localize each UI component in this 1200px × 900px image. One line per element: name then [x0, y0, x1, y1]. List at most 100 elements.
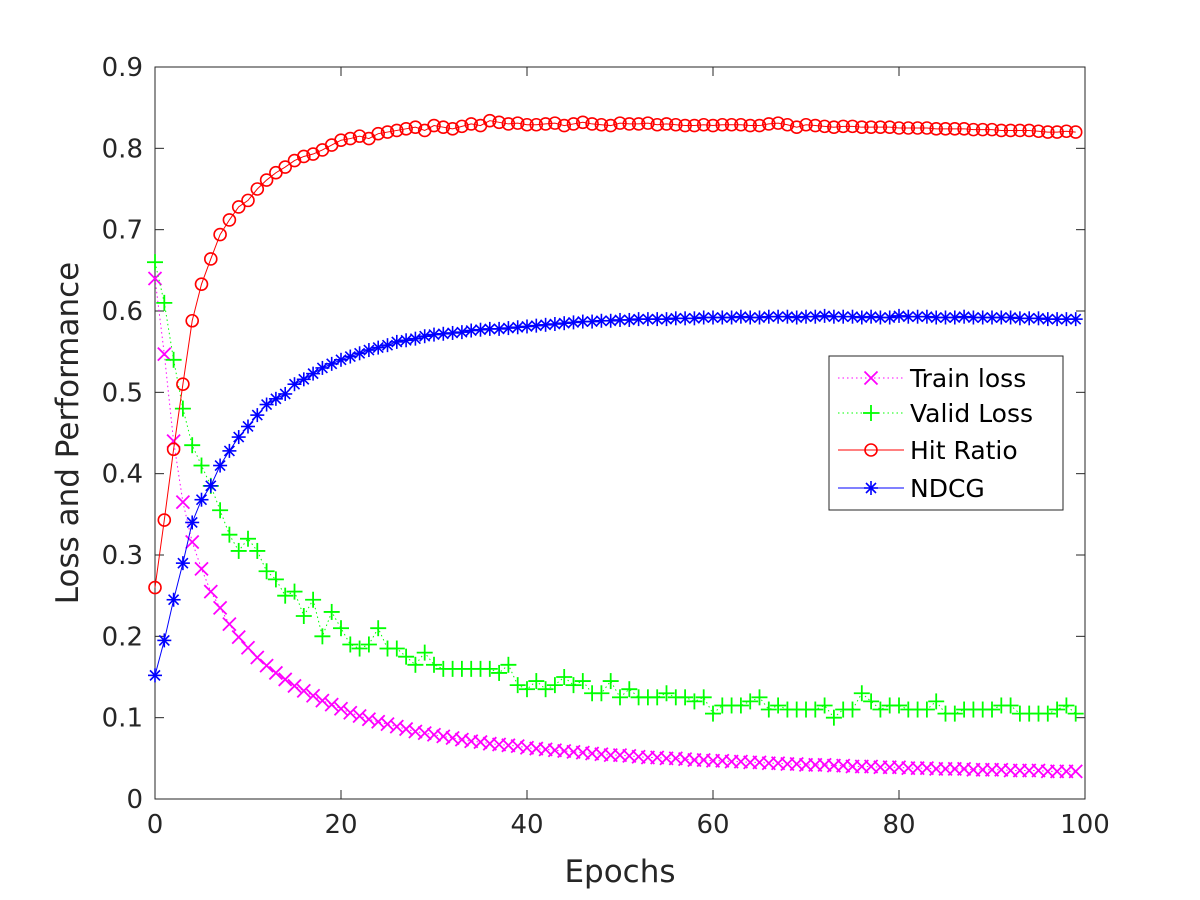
y-axis-title: Loss and Performance — [50, 262, 86, 604]
legend-label-train-loss: Train loss — [909, 364, 1026, 393]
data-point-hit-ratio — [1013, 123, 1027, 138]
data-point-valid-loss — [184, 437, 201, 454]
data-point-valid-loss — [546, 677, 563, 694]
data-point-valid-loss — [1039, 705, 1056, 722]
data-point-valid-loss — [1049, 701, 1066, 718]
legend-label-hit-ratio: Hit Ratio — [910, 436, 1018, 465]
data-point-ndcg — [538, 317, 553, 332]
data-point-hit-ratio — [501, 117, 516, 131]
data-point-ndcg — [166, 592, 181, 607]
data-point-train-loss — [185, 534, 200, 550]
data-point-hit-ratio — [334, 133, 348, 147]
y-tick-label: 0.4 — [102, 460, 143, 490]
y-tick-label: 0.9 — [102, 53, 143, 83]
data-point-ndcg — [175, 556, 190, 571]
data-point-hit-ratio — [929, 122, 944, 136]
axis-ticks: 0 20 40 60 80 100 0 0.1 0.2 0.3 0.4 0.5 0.6 0.7 0.8 0.9 — [102, 53, 1110, 840]
data-point-ndcg — [464, 323, 479, 338]
data-point-valid-loss — [770, 697, 787, 714]
data-point-hit-ratio — [696, 117, 711, 132]
data-point-valid-loss — [1067, 705, 1084, 722]
data-point-train-loss — [1068, 764, 1083, 779]
data-point-ndcg — [547, 317, 562, 332]
data-point-ndcg — [501, 321, 516, 336]
x-tick-label: 60 — [696, 810, 729, 840]
data-point-valid-loss — [240, 530, 256, 547]
legend-marker-ndcg — [864, 481, 878, 495]
data-point-ndcg — [966, 310, 981, 325]
data-point-hit-ratio — [789, 120, 804, 134]
data-point-valid-loss — [742, 693, 759, 710]
data-point-valid-loss — [295, 608, 312, 624]
data-point-hit-ratio — [947, 122, 962, 136]
data-point-valid-loss — [825, 709, 842, 726]
data-point-ndcg — [454, 325, 469, 340]
data-point-hit-ratio — [994, 123, 1009, 138]
data-point-valid-loss — [1058, 697, 1075, 714]
data-point-hit-ratio — [957, 122, 971, 136]
data-point-hit-ratio — [445, 122, 460, 136]
data-point-valid-loss — [705, 705, 721, 722]
data-point-ndcg — [706, 310, 720, 325]
data-point-valid-loss — [156, 294, 173, 311]
y-tick-label: 0.8 — [102, 134, 143, 164]
series-hit-ratio — [148, 113, 1083, 595]
data-point-hit-ratio — [408, 120, 423, 134]
data-point-hit-ratio — [185, 313, 199, 328]
data-point-valid-loss — [407, 656, 424, 673]
data-point-ndcg — [789, 310, 804, 325]
data-point-ndcg — [622, 312, 637, 327]
data-point-hit-ratio — [529, 117, 544, 132]
data-point-train-loss — [398, 721, 414, 737]
x-axis-title: Epochs — [564, 854, 675, 890]
data-point-hit-ratio — [631, 117, 646, 131]
data-point-ndcg — [361, 343, 376, 358]
data-point-valid-loss — [481, 660, 498, 677]
data-point-hit-ratio — [622, 117, 637, 131]
data-point-hit-ratio — [706, 118, 720, 133]
series-valid-loss — [147, 254, 1084, 726]
data-point-valid-loss — [342, 636, 359, 653]
data-point-ndcg — [938, 310, 953, 325]
data-point-train-loss — [315, 693, 330, 708]
data-point-hit-ratio — [1003, 123, 1018, 138]
series-layer — [147, 113, 1084, 779]
data-point-valid-loss — [286, 583, 303, 600]
data-point-valid-loss — [351, 640, 368, 657]
data-point-hit-ratio — [985, 122, 999, 137]
data-point-ndcg — [947, 310, 962, 325]
data-point-hit-ratio — [734, 117, 748, 132]
data-point-ndcg — [1022, 311, 1037, 326]
data-point-valid-loss — [1002, 697, 1019, 714]
data-point-ndcg — [473, 322, 488, 337]
data-point-hit-ratio — [482, 113, 497, 128]
data-point-valid-loss — [267, 571, 284, 588]
data-point-hit-ratio — [455, 119, 469, 134]
data-point-ndcg — [259, 397, 274, 412]
legend-marker-hit-ratio — [864, 443, 878, 457]
data-point-hit-ratio — [743, 118, 758, 133]
data-point-ndcg — [836, 309, 851, 324]
data-point-valid-loss — [844, 701, 861, 718]
data-point-train-loss — [175, 494, 191, 510]
data-point-ndcg — [343, 349, 358, 364]
data-point-ndcg — [761, 309, 776, 324]
data-point-hit-ratio — [641, 116, 655, 130]
data-point-hit-ratio — [901, 121, 916, 135]
data-point-valid-loss — [574, 673, 591, 690]
data-point-hit-ratio — [538, 117, 553, 131]
data-point-train-loss — [333, 701, 349, 716]
data-point-valid-loss — [649, 689, 666, 706]
data-point-train-loss — [147, 271, 163, 286]
y-tick-label: 0.6 — [102, 297, 143, 327]
data-point-hit-ratio — [873, 120, 888, 134]
data-point-hit-ratio — [548, 116, 562, 130]
data-point-valid-loss — [528, 673, 545, 690]
data-point-ndcg — [892, 308, 906, 323]
data-point-train-loss — [268, 665, 284, 681]
data-point-hit-ratio — [650, 117, 665, 132]
data-point-ndcg — [985, 310, 999, 325]
data-point-valid-loss — [277, 587, 294, 604]
data-point-ndcg — [417, 329, 432, 344]
data-point-hit-ratio — [492, 115, 506, 130]
